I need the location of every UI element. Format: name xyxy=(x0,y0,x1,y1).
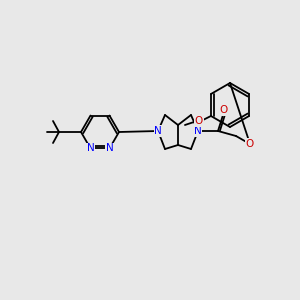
Text: O: O xyxy=(246,139,254,149)
Text: N: N xyxy=(194,126,202,136)
Text: N: N xyxy=(106,143,113,154)
Text: O: O xyxy=(195,116,203,126)
Text: N: N xyxy=(154,126,162,136)
Text: N: N xyxy=(87,143,94,154)
Text: O: O xyxy=(220,105,228,115)
